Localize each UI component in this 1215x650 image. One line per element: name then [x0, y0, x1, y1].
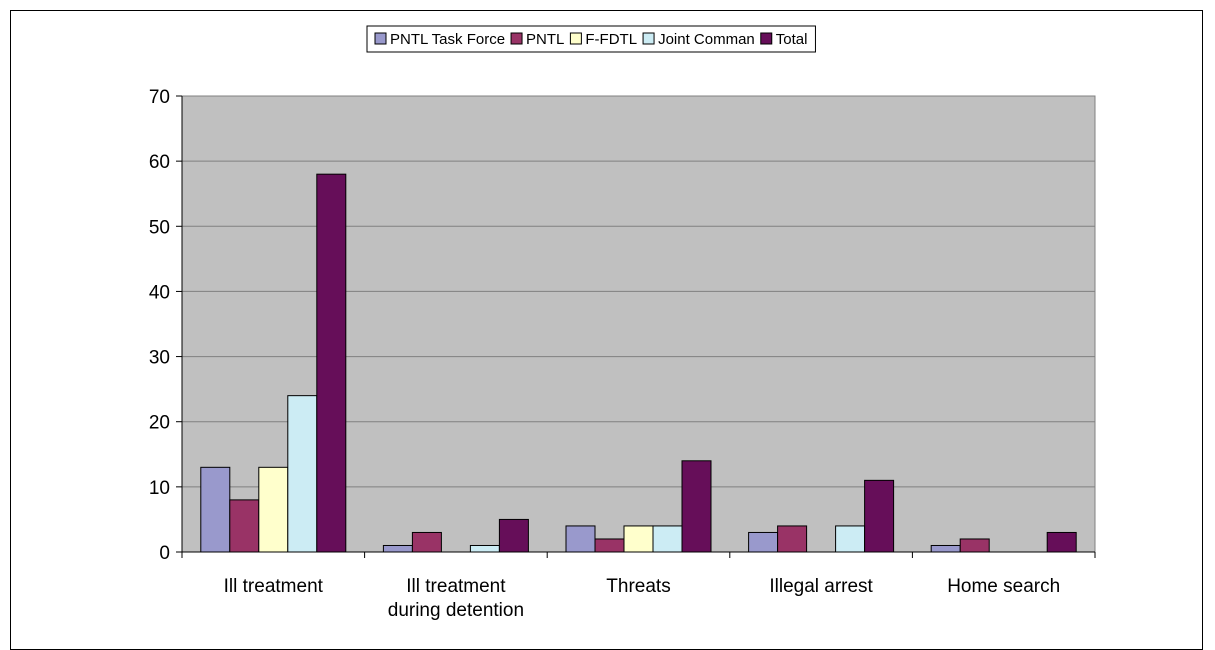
- bar-pntl-task-force: [200, 466, 231, 553]
- bar-pntl: [777, 525, 808, 553]
- x-axis-category-labels: Ill treatment Ill treatment during detenti…: [224, 576, 1061, 621]
- y-tick-label: 10: [149, 478, 170, 499]
- legend-swatch: [642, 32, 655, 45]
- x-category-label: Threats: [606, 576, 670, 597]
- legend: PNTL Task Force PNTL F-FDTL Joint Comman Tot…: [366, 25, 816, 53]
- y-tick-label: 60: [149, 152, 170, 173]
- legend-label: F-FDTL: [585, 31, 637, 48]
- bar-f-fdtl: [623, 525, 654, 553]
- bar-total: [681, 460, 712, 553]
- bar-pntl: [411, 531, 442, 553]
- x-category-label: Illegal arrest: [769, 576, 873, 597]
- bar-total: [1046, 531, 1077, 553]
- legend-swatch: [510, 32, 523, 45]
- x-category-label: Ill treatment: [406, 576, 506, 597]
- legend-swatch: [760, 32, 773, 45]
- y-tick-label: 30: [149, 348, 170, 369]
- legend-label: Total: [776, 31, 808, 48]
- legend-label: Joint Comman: [658, 31, 755, 48]
- x-category-label: during detention: [388, 600, 524, 621]
- y-tick-label: 40: [149, 282, 170, 303]
- bar-pntl: [594, 538, 625, 553]
- chart-frame: 0 10 20 30 40 50 60 70 Ill treatment Ill treatme…: [10, 10, 1203, 650]
- x-category-label: Ill treatment: [224, 576, 324, 597]
- y-tick-label: 0: [159, 543, 170, 564]
- x-category-label: Home search: [947, 576, 1060, 597]
- bar-pntl: [229, 499, 260, 553]
- bar-pntl-task-force: [382, 544, 413, 553]
- bar-joint-comman: [835, 525, 866, 553]
- bar-total: [498, 518, 529, 553]
- bar-pntl-task-force: [565, 525, 596, 553]
- bar-f-fdtl: [258, 466, 289, 553]
- y-axis-tick-labels: 0 10 20 30 40 50 60 70: [149, 87, 170, 564]
- bars: [200, 173, 1077, 553]
- legend-swatch: [569, 32, 582, 45]
- y-tick-label: 20: [149, 413, 170, 434]
- y-tick-label: 70: [149, 87, 170, 108]
- bar-pntl: [959, 538, 990, 553]
- bar-joint-comman: [469, 544, 500, 553]
- bar-total: [316, 173, 347, 553]
- bar-pntl-task-force: [930, 544, 961, 553]
- bar-joint-comman: [287, 395, 318, 553]
- legend-swatch: [374, 32, 387, 45]
- y-tick-label: 50: [149, 217, 170, 238]
- legend-label: PNTL Task Force: [390, 31, 505, 48]
- legend-box: [366, 25, 816, 53]
- legend-label: PNTL: [526, 31, 564, 48]
- bar-joint-comman: [652, 525, 683, 553]
- axes: [176, 95, 1096, 558]
- bar-total: [864, 479, 895, 553]
- bar-pntl-task-force: [748, 531, 779, 553]
